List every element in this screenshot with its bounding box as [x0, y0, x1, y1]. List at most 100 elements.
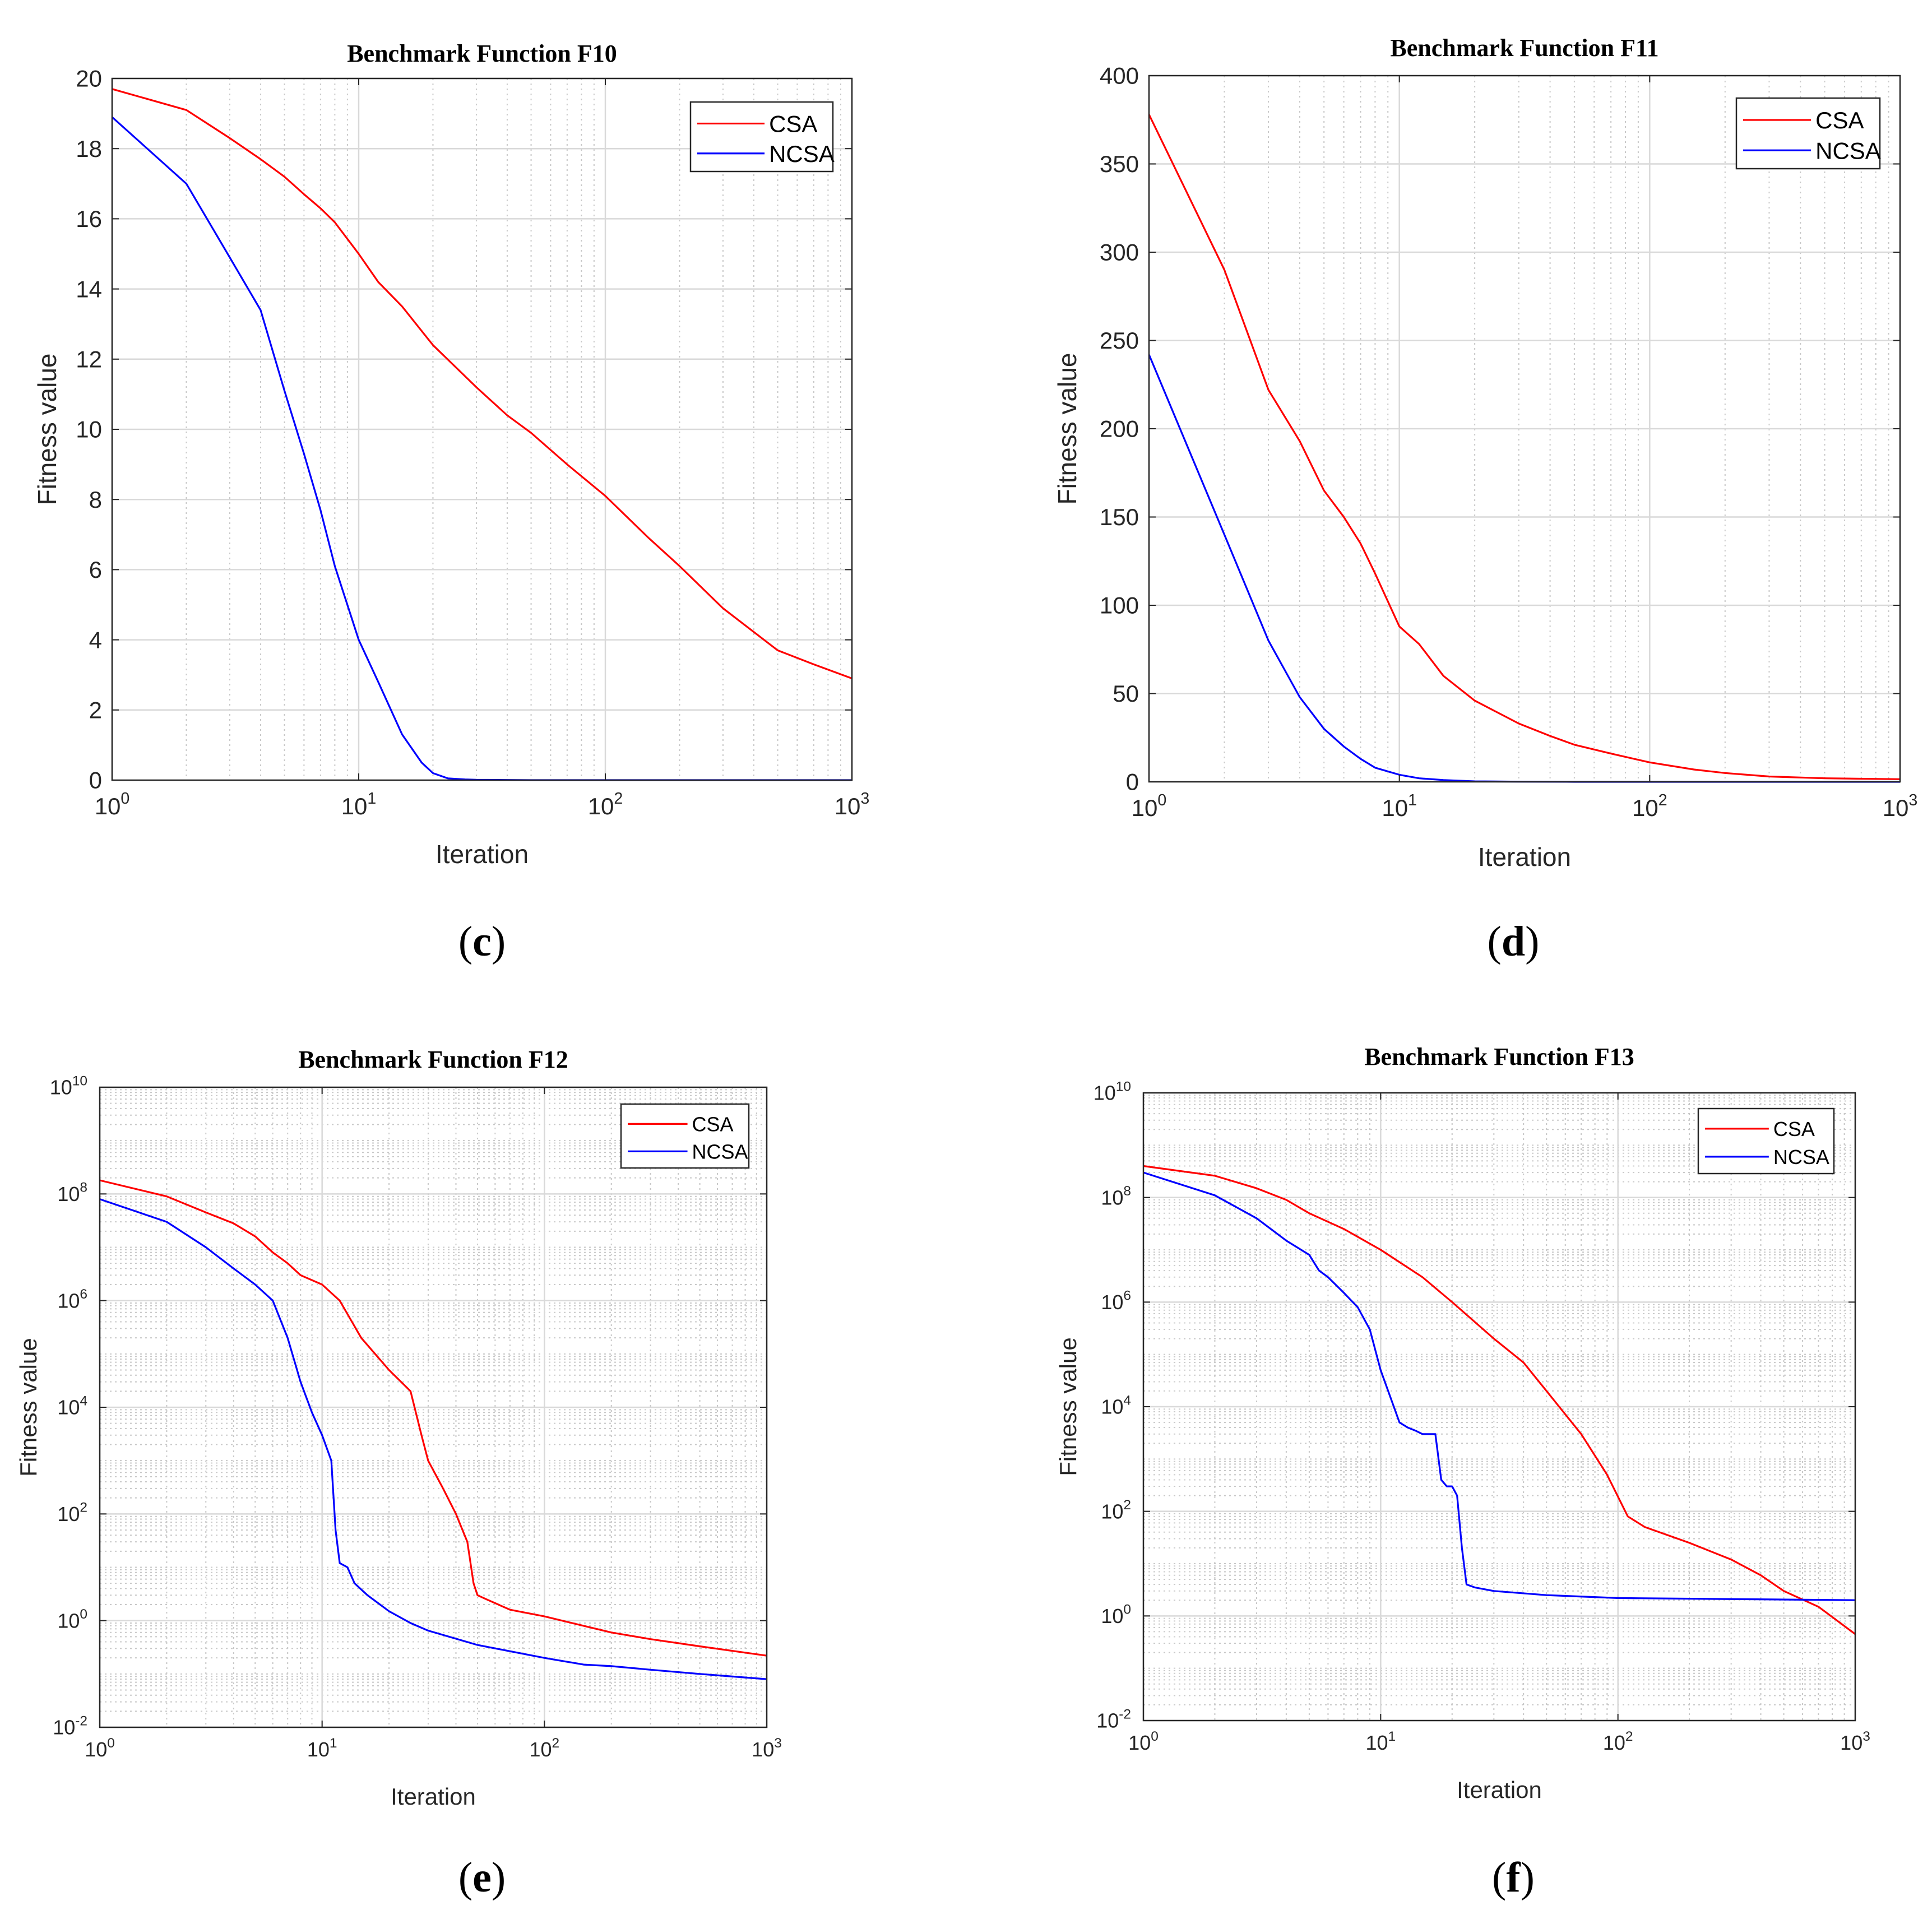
x-tick-label-exponent: 0 [1157, 791, 1166, 809]
x-tick-label: 100 [85, 1736, 115, 1761]
legend-label-csa: CSA [769, 111, 817, 137]
chart-title: Benchmark Function F10 [347, 40, 617, 67]
x-tick-label-exponent: 2 [552, 1736, 560, 1751]
y-tick-label: 1010 [1094, 1079, 1131, 1104]
y-tick-label-exponent: 4 [1123, 1393, 1131, 1408]
y-tick-label: 102 [1101, 1498, 1131, 1523]
x-tick-label: 100 [1128, 1729, 1159, 1754]
legend-label-ncsa: NCSA [1773, 1146, 1829, 1169]
legend-box [1697, 1107, 1835, 1175]
x-tick-label: 101 [1382, 791, 1417, 821]
panel-label-open: ( [458, 918, 472, 965]
panel-label-close: ) [492, 1854, 506, 1901]
panel-label-letter: f [1506, 1854, 1521, 1901]
x-axis-label: Iteration [391, 1783, 476, 1810]
y-tick-label-base: 10 [1096, 1709, 1119, 1732]
panel-label-letter: d [1502, 918, 1525, 965]
panel-label: (c) [458, 918, 506, 965]
legend-box [689, 101, 834, 173]
y-tick-label: 10-2 [53, 1713, 87, 1739]
y-tick-label-exponent: 2 [1123, 1498, 1131, 1513]
y-axis-label: Fitness value [15, 1338, 41, 1476]
panel-label: (f) [1492, 1854, 1535, 1901]
panel-label: (d) [1488, 918, 1540, 965]
x-tick-label: 100 [1132, 791, 1167, 821]
chart-panel-e: 100 101 102 10310-21001021041061081010Bench… [15, 1046, 782, 1901]
x-tick-label-exponent: 2 [1625, 1729, 1633, 1744]
y-tick-label: 50 [1113, 680, 1139, 707]
y-tick-label-exponent: 8 [80, 1180, 87, 1195]
series-line-csa [112, 88, 853, 680]
y-tick-label-base: 10 [1101, 1396, 1123, 1418]
x-tick-label: 100 [95, 790, 130, 819]
y-tick-label: 0 [1126, 769, 1139, 795]
y-tick-label: 100 [57, 1607, 87, 1632]
chart-title: Benchmark Function F13 [1364, 1043, 1634, 1070]
legend-label-csa: CSA [692, 1112, 734, 1135]
x-axis-label: Iteration [435, 840, 529, 869]
x-tick-label-base: 10 [588, 793, 614, 819]
x-tick-label-exponent: 1 [1388, 1729, 1396, 1744]
series-line-csa [1148, 114, 1901, 780]
y-tick-label: 4 [89, 627, 102, 653]
panel-label-close: ) [1521, 1854, 1535, 1901]
grid-lines [1142, 1092, 1856, 1722]
legend-box [620, 1103, 750, 1169]
x-tick-label-base: 10 [1128, 1731, 1151, 1754]
y-tick-label: 104 [57, 1393, 87, 1418]
y-tick-label: 10 [76, 416, 102, 443]
x-tick-label-base: 10 [1883, 795, 1909, 821]
y-tick-label: 350 [1100, 151, 1139, 177]
y-tick-label-exponent: 6 [1123, 1288, 1131, 1304]
y-tick-label-exponent: 0 [1123, 1602, 1131, 1617]
y-tick-label-exponent: 6 [80, 1287, 87, 1302]
y-tick-label: 106 [57, 1287, 87, 1312]
x-tick-label-exponent: 3 [774, 1736, 782, 1751]
y-tick-label: 0 [89, 767, 102, 794]
y-tick-label: 108 [57, 1180, 87, 1206]
y-tick-label: 104 [1101, 1393, 1131, 1418]
y-tick-label-base: 10 [1101, 1291, 1123, 1314]
y-tick-label-base: 10 [53, 1716, 75, 1739]
y-tick-label: 18 [76, 136, 102, 162]
y-tick-label-base: 10 [1101, 1500, 1123, 1523]
y-tick-label-base: 10 [57, 1503, 80, 1526]
y-tick-label-base: 10 [57, 1289, 80, 1312]
x-tick-label: 103 [835, 790, 870, 819]
y-tick-label-base: 10 [57, 1609, 80, 1632]
x-axis-label: Iteration [1457, 1777, 1542, 1803]
x-tick-label: 102 [1632, 791, 1667, 821]
legend-label-ncsa: NCSA [1815, 137, 1881, 164]
x-tick-label-base: 10 [752, 1738, 774, 1761]
x-tick-label-exponent: 2 [614, 790, 623, 808]
y-axis-label: Fitness value [1053, 353, 1082, 504]
x-tick-label: 101 [341, 790, 377, 819]
x-tick-label: 102 [1603, 1729, 1633, 1754]
x-tick-label-base: 10 [1840, 1731, 1862, 1754]
x-tick-label-exponent: 0 [1151, 1729, 1159, 1744]
y-tick-label: 102 [57, 1500, 87, 1526]
x-tick-label-exponent: 3 [1862, 1729, 1870, 1744]
y-tick-label-base: 10 [1101, 1605, 1123, 1628]
x-tick-label-base: 10 [835, 793, 861, 819]
y-tick-label: 150 [1100, 504, 1139, 530]
legend: CSA NCSA [1735, 97, 1881, 170]
panel-label: (e) [458, 1854, 506, 1901]
y-tick-label-exponent: 4 [80, 1393, 87, 1408]
y-tick-label: 20 [76, 66, 102, 92]
y-axis-label: Fitness value [1055, 1337, 1081, 1476]
x-tick-label-base: 10 [1632, 795, 1658, 821]
x-tick-label-base: 10 [1382, 795, 1408, 821]
x-tick-label-base: 10 [85, 1738, 107, 1761]
y-tick-label: 300 [1100, 239, 1139, 266]
panel-label-letter: e [472, 1854, 492, 1901]
legend: CSA NCSA [620, 1103, 750, 1169]
y-tick-label: 10-2 [1096, 1707, 1131, 1732]
x-tick-label-base: 10 [1366, 1731, 1388, 1754]
x-tick-label-exponent: 3 [860, 790, 869, 808]
y-tick-label-base: 10 [57, 1396, 80, 1419]
x-tick-label: 101 [1366, 1729, 1396, 1754]
legend: CSA NCSA [689, 101, 835, 173]
chart-panel-f: 100 101 102 10310-21001021041061081010Bench… [1055, 1043, 1870, 1901]
